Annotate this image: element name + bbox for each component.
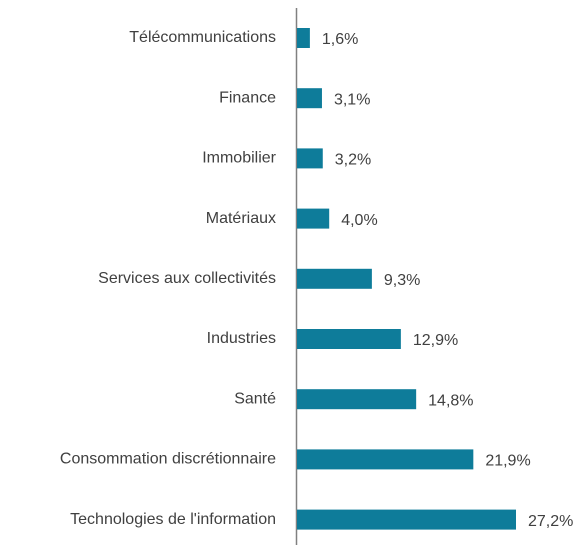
bar (297, 389, 417, 410)
bar (297, 509, 516, 530)
category-label: Services aux collectivités (98, 270, 276, 287)
category-label: Industries (207, 330, 276, 347)
category-label: Matériaux (206, 210, 276, 227)
value-label: 12,9% (413, 332, 458, 349)
value-label: 1,6% (322, 31, 358, 48)
value-label: 4,0% (341, 212, 377, 229)
bar (297, 88, 322, 109)
category-label: Consommation discrétionnaire (60, 451, 276, 468)
category-label: Technologies de l'information (70, 511, 276, 528)
bar (297, 148, 323, 169)
bar (297, 208, 330, 229)
value-label: 27,2% (528, 513, 573, 530)
value-label: 9,3% (384, 272, 420, 289)
value-label: 3,1% (334, 91, 370, 108)
value-label: 14,8% (428, 392, 473, 409)
value-label: 21,9% (485, 453, 530, 470)
category-label: Finance (219, 89, 276, 106)
bar (297, 329, 401, 349)
bar (297, 268, 372, 289)
category-label: Immobilier (202, 150, 276, 167)
category-label: Télécommunications (129, 29, 276, 46)
bar (297, 449, 474, 470)
category-label: Santé (234, 390, 276, 407)
value-label: 3,2% (335, 152, 371, 169)
bar (297, 28, 310, 48)
